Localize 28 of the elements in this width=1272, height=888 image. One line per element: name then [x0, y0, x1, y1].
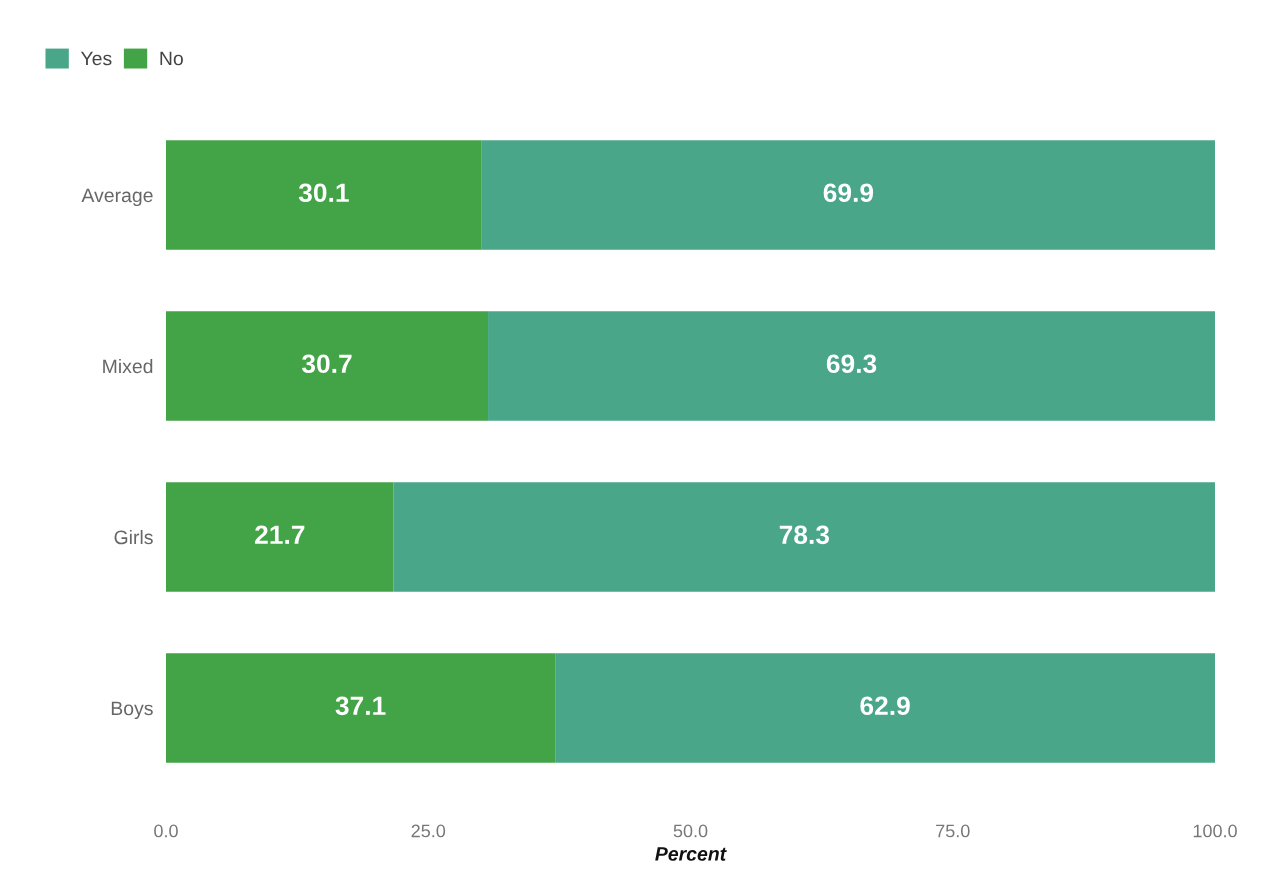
x-axis-title: Percent [655, 847, 727, 861]
x-tick-label: 50.0 [673, 824, 708, 838]
data-label: 21.7 [255, 525, 305, 544]
bar [166, 311, 489, 421]
legend-label: Yes [80, 51, 112, 66]
x-tick-label: 75.0 [936, 824, 970, 838]
y-tick-label: Girls [114, 529, 153, 545]
y-tick-label: Boys [111, 701, 153, 720]
bar [488, 311, 1216, 421]
bar [166, 482, 394, 592]
data-label: 69.9 [823, 183, 874, 203]
x-tick-label: 100.0 [1193, 824, 1237, 838]
y-tick-label: Average [81, 188, 153, 207]
bar [555, 653, 1216, 763]
data-label: 78.3 [779, 525, 830, 545]
data-label: 30.7 [301, 354, 352, 374]
data-label: 62.9 [860, 696, 910, 716]
data-label: 30.1 [298, 183, 349, 203]
data-label: 37.1 [335, 696, 386, 716]
x-tick-label: 0.0 [154, 824, 178, 838]
data-label: 69.3 [826, 354, 877, 374]
bar [393, 482, 1216, 592]
bar [166, 140, 482, 250]
x-tick-label: 25.0 [411, 824, 446, 838]
bar [481, 140, 1216, 250]
y-tick-label: Mixed [103, 358, 153, 374]
bar [166, 653, 556, 763]
legend-label: No [160, 51, 183, 66]
